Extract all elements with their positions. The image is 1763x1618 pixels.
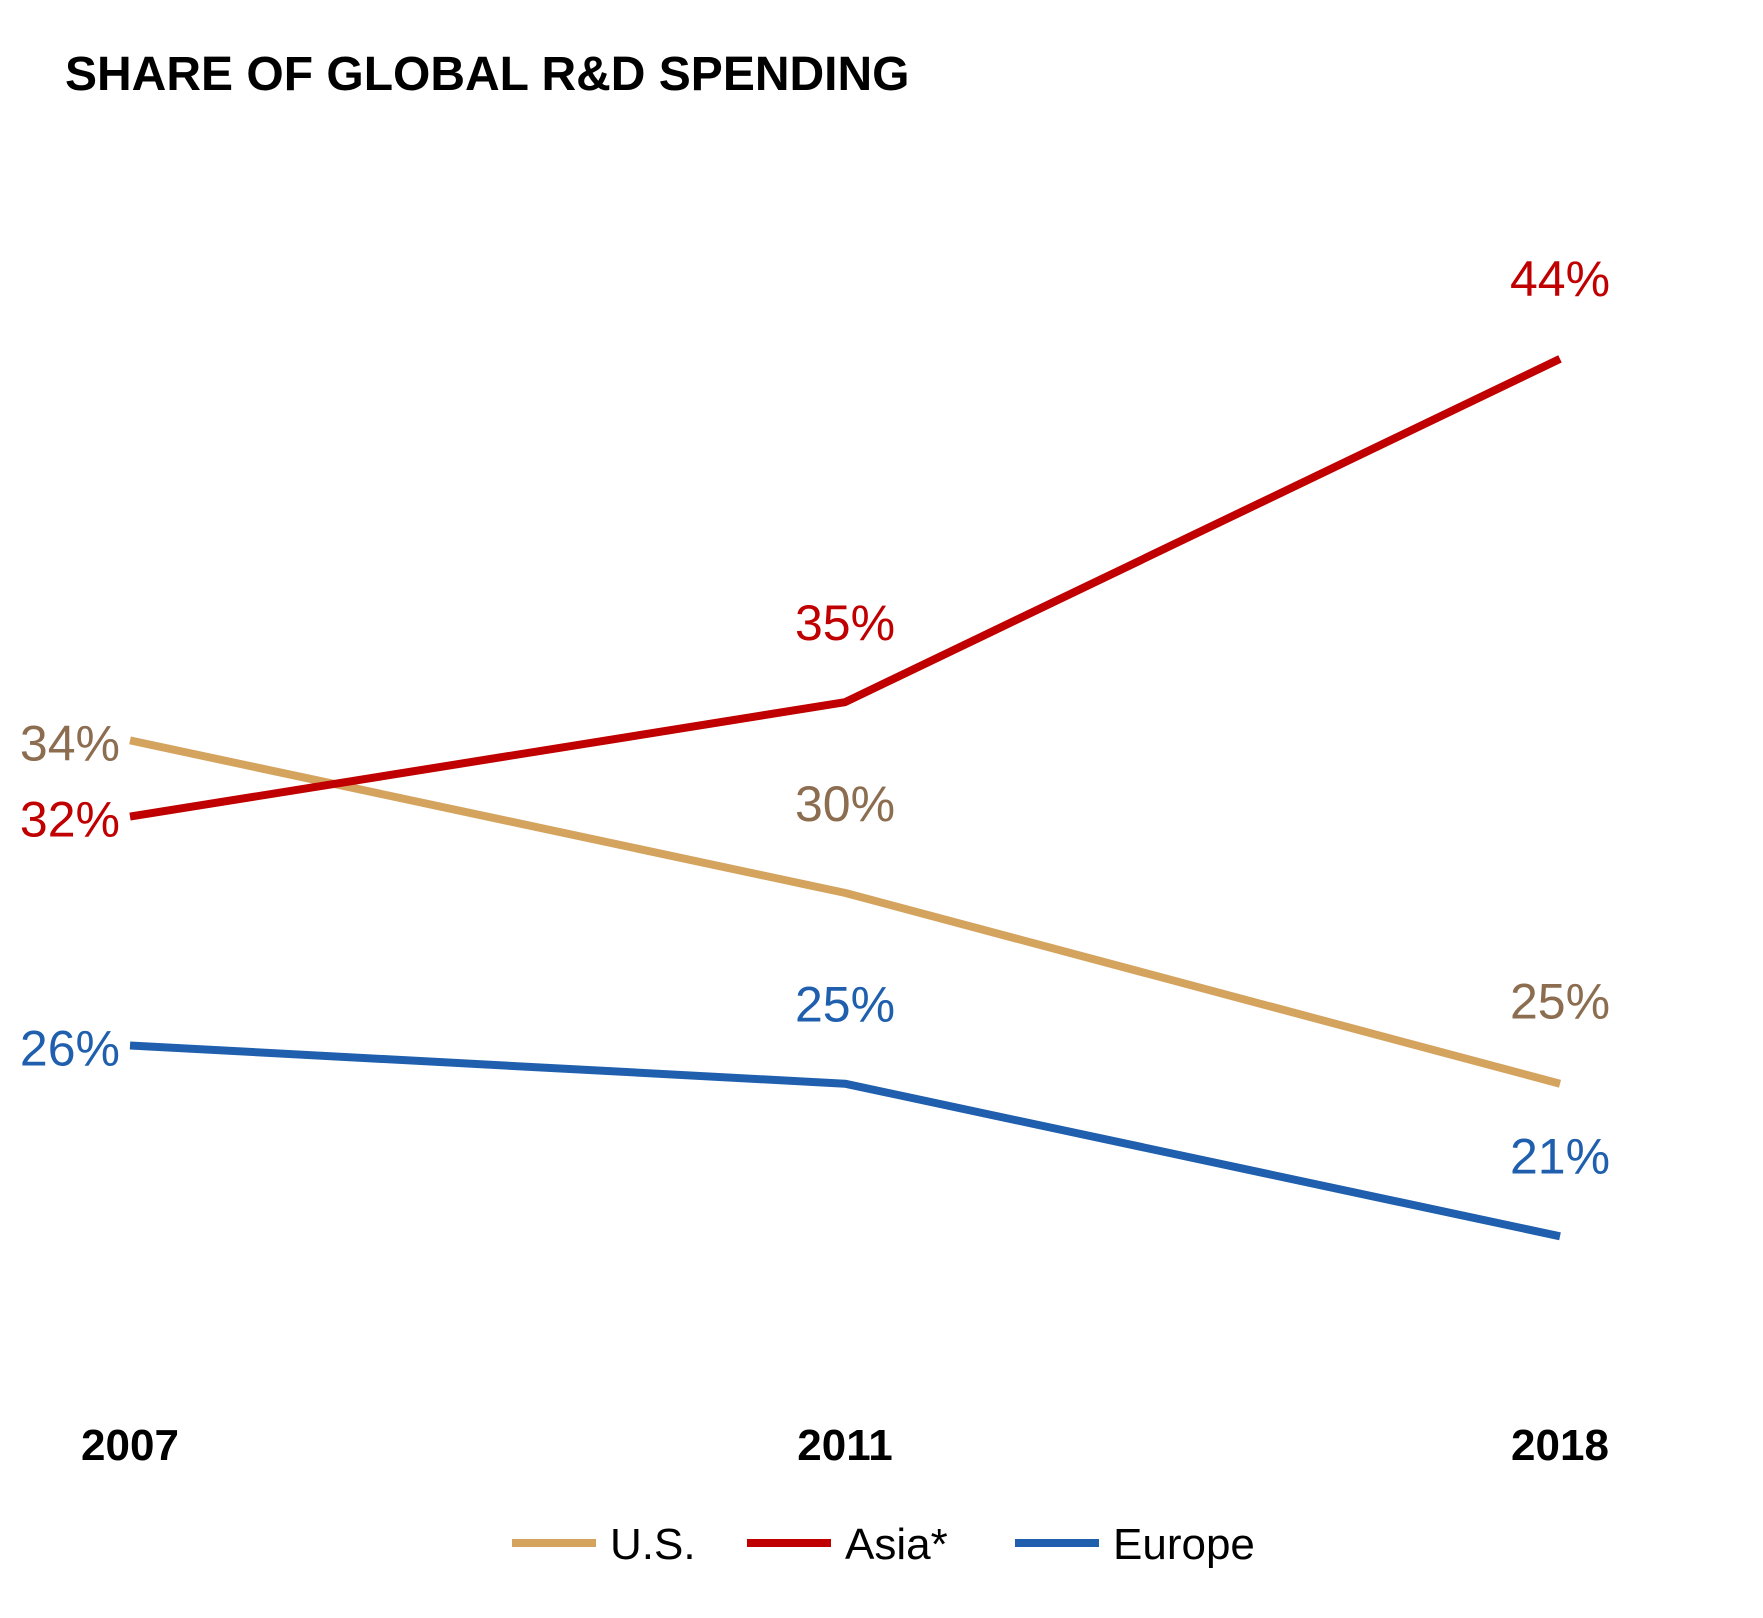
data-label-europe: 26% (20, 1021, 120, 1077)
data-labels: 34% 30% 25% 32% 35% 44% 26% 25% 21% (20, 251, 1610, 1184)
data-label-us: 25% (1510, 974, 1610, 1030)
x-tick-label: 2018 (1511, 1421, 1609, 1470)
legend: U.S. Asia* Europe (512, 1520, 1255, 1569)
series-lines (129, 355, 1562, 1241)
x-tick-label: 2011 (797, 1421, 892, 1470)
data-label-europe: 25% (795, 977, 895, 1033)
legend-label-asia: Asia* (845, 1520, 948, 1569)
data-label-us: 34% (20, 715, 120, 771)
data-label-asia: 32% (20, 792, 120, 848)
chart-title: SHARE OF GLOBAL R&D SPENDING (65, 48, 910, 101)
data-label-asia: 35% (795, 595, 895, 651)
x-tick-label: 2007 (81, 1421, 179, 1470)
data-label-europe: 21% (1510, 1128, 1610, 1184)
series-line-asia (129, 355, 1562, 821)
series-line-us (129, 736, 1562, 1088)
data-label-asia: 44% (1510, 251, 1610, 307)
legend-label-us: U.S. (610, 1520, 696, 1569)
data-label-us: 30% (795, 776, 895, 832)
x-axis-tick-labels: 2007 2011 2018 (81, 1421, 1609, 1470)
legend-label-europe: Europe (1113, 1520, 1255, 1569)
series-line-europe (129, 1041, 1561, 1241)
